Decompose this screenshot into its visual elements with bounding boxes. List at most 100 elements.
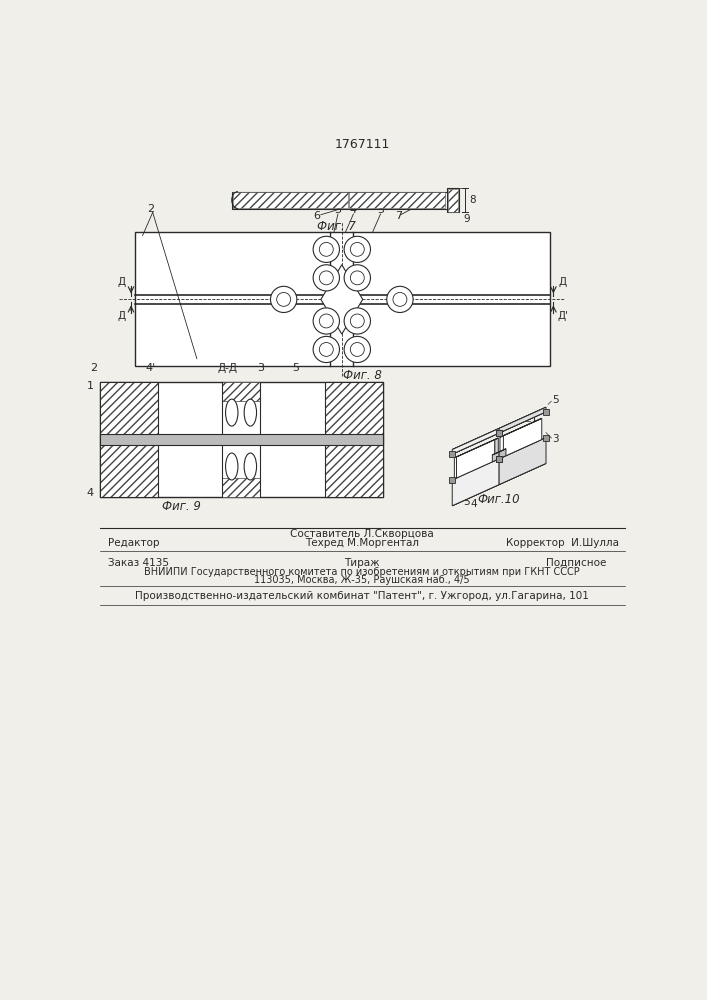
Bar [100, 382, 383, 497]
Text: Д: Д [559, 277, 567, 287]
Bar [448, 188, 459, 212]
Text: 3: 3 [334, 205, 341, 215]
Ellipse shape [226, 453, 238, 480]
Ellipse shape [244, 399, 257, 426]
Text: Производственно-издательский комбинат "Патент", г. Ужгород, ул.Гагарина, 101: Производственно-издательский комбинат "П… [135, 591, 589, 601]
Text: 4': 4' [145, 363, 156, 373]
Bar [448, 189, 458, 212]
Bar [449, 451, 455, 457]
Polygon shape [452, 428, 499, 454]
Bar [543, 409, 549, 415]
Text: Фиг. 7: Фиг. 7 [317, 220, 356, 233]
Circle shape [344, 265, 370, 291]
Bar [222, 382, 260, 401]
Bar [449, 477, 455, 483]
Circle shape [320, 343, 333, 356]
Circle shape [344, 236, 370, 262]
Bar [543, 435, 549, 441]
Bar [222, 478, 260, 497]
Polygon shape [452, 438, 546, 480]
Circle shape [344, 336, 370, 363]
Polygon shape [499, 407, 546, 433]
Polygon shape [452, 412, 546, 454]
Text: 7: 7 [395, 211, 402, 221]
Polygon shape [492, 449, 506, 455]
Bar [496, 430, 502, 436]
Polygon shape [455, 456, 457, 479]
Text: 113035, Москва, Ж-35, Раушская наб., 4/5: 113035, Москва, Ж-35, Раушская наб., 4/5 [254, 575, 469, 585]
Circle shape [313, 265, 339, 291]
Polygon shape [499, 449, 506, 459]
Ellipse shape [244, 453, 257, 480]
Text: 3: 3 [552, 434, 559, 444]
Bar [496, 456, 502, 462]
Text: 4: 4 [87, 488, 94, 498]
Circle shape [393, 292, 407, 306]
Text: 1: 1 [87, 381, 94, 391]
Bar [325, 382, 383, 497]
Text: 3: 3 [257, 363, 264, 373]
Circle shape [351, 343, 364, 356]
Polygon shape [452, 459, 499, 506]
Text: ВНИИПИ Государственного комитета по изобретениям и открытиям при ГКНТ СССР: ВНИИПИ Государственного комитета по изоб… [144, 567, 580, 577]
Circle shape [313, 236, 339, 262]
Ellipse shape [226, 399, 238, 426]
Text: 2: 2 [147, 204, 154, 214]
Text: Тираж: Тираж [344, 558, 380, 568]
Circle shape [320, 242, 333, 256]
Bar [100, 382, 158, 497]
Text: Корректор  И.Шулла: Корректор И.Шулла [506, 538, 619, 548]
Circle shape [313, 308, 339, 334]
Text: 4: 4 [470, 499, 477, 509]
Circle shape [320, 271, 333, 285]
Text: 1: 1 [531, 416, 537, 426]
Circle shape [351, 314, 364, 328]
Text: Составитель Л.Скворцова: Составитель Л.Скворцова [290, 529, 434, 539]
Text: Д-Д: Д-Д [217, 363, 237, 373]
Bar [349, 192, 445, 208]
Circle shape [387, 286, 413, 312]
Circle shape [271, 286, 297, 312]
Text: 5: 5 [463, 497, 469, 507]
Text: 2: 2 [508, 442, 514, 452]
Text: 8: 8 [469, 195, 477, 205]
Circle shape [276, 292, 291, 306]
Polygon shape [492, 452, 499, 462]
Text: 2: 2 [90, 363, 98, 373]
Text: Д: Д [117, 277, 126, 287]
Text: 1767111: 1767111 [334, 138, 390, 151]
Text: Фиг. 9: Фиг. 9 [162, 500, 201, 513]
Bar [233, 192, 348, 208]
Bar [135, 232, 549, 366]
Text: Редактор: Редактор [107, 538, 159, 548]
Text: 9: 9 [463, 214, 470, 224]
Bar [325, 382, 383, 497]
Text: 6: 6 [313, 211, 320, 221]
Circle shape [344, 308, 370, 334]
Polygon shape [500, 420, 538, 458]
Text: Подписное: Подписное [546, 558, 606, 568]
Text: Техред М.Моргентал: Техред М.Моргентал [305, 538, 419, 548]
Bar [232, 192, 457, 209]
Bar [100, 434, 383, 445]
Text: Фиг.10: Фиг.10 [478, 493, 520, 506]
Polygon shape [457, 440, 495, 478]
Text: 5: 5 [552, 395, 559, 405]
Polygon shape [321, 265, 363, 334]
Text: Д': Д' [557, 311, 568, 321]
Circle shape [351, 242, 364, 256]
Circle shape [351, 271, 364, 285]
Circle shape [320, 314, 333, 328]
Text: 5: 5 [377, 205, 384, 215]
Text: 4: 4 [350, 205, 357, 215]
Polygon shape [452, 463, 546, 506]
Polygon shape [495, 438, 498, 461]
Polygon shape [500, 418, 542, 437]
Polygon shape [457, 438, 498, 457]
Text: Фиг. 8: Фиг. 8 [342, 369, 381, 382]
Circle shape [313, 336, 339, 363]
Text: Заказ 4135: Заказ 4135 [107, 558, 169, 568]
Bar [496, 430, 502, 436]
Text: 5: 5 [292, 363, 299, 373]
Bar [100, 382, 158, 497]
